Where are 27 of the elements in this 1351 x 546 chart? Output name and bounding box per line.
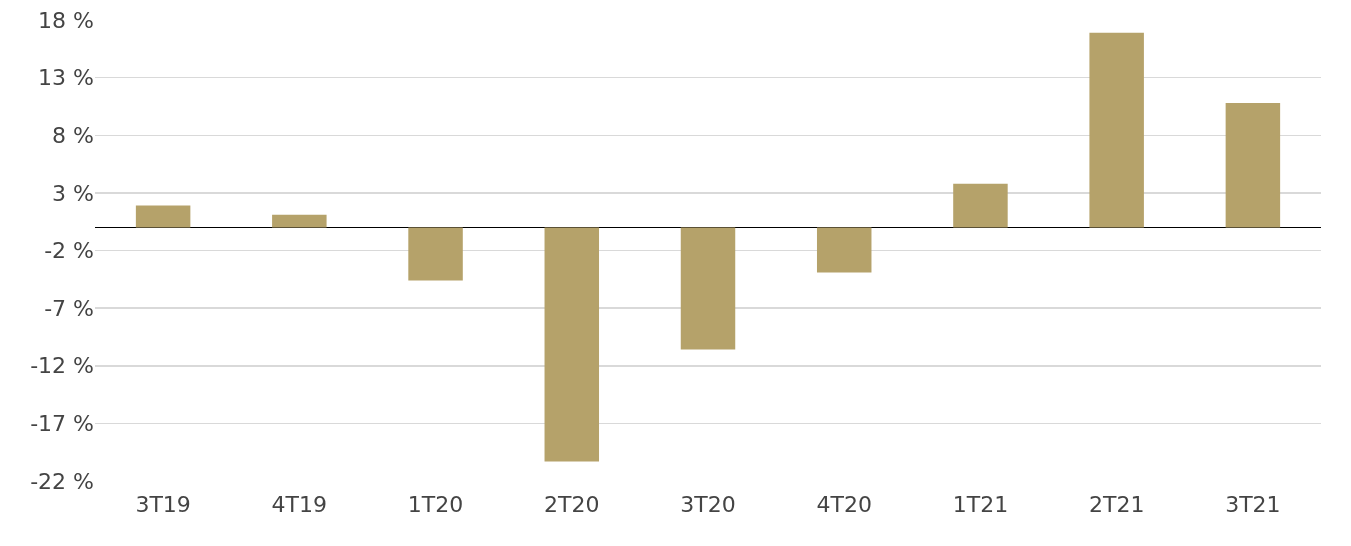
y-tick-label: 18 %: [38, 7, 94, 33]
bar: [272, 214, 327, 228]
y-tick-label: 13 %: [38, 65, 94, 91]
y-tick-label: -12 %: [30, 353, 94, 379]
bar: [816, 227, 872, 273]
x-tick-label: 3T20: [680, 492, 736, 517]
bar: [544, 227, 600, 462]
x-tick-label: 2T20: [544, 492, 600, 517]
x-tick-label: 3T21: [1225, 492, 1281, 517]
x-tick-label: 1T20: [407, 492, 464, 517]
bar: [408, 227, 463, 281]
x-tick-label: 1T21: [952, 492, 1009, 517]
bar: [1225, 102, 1281, 228]
y-tick-label: -7 %: [44, 295, 94, 321]
x-tick-label: 4T20: [816, 492, 872, 517]
x-tick-label: 4T19: [271, 492, 328, 517]
bar: [953, 183, 1008, 228]
y-tick-label: -22 %: [30, 468, 94, 494]
y-tick-label: -2 %: [44, 238, 94, 264]
y-tick-label: 3 %: [52, 180, 94, 206]
y-tick-label: 8 %: [52, 122, 94, 148]
x-tick-label: 3T19: [135, 492, 191, 517]
x-tick-label: 2T21: [1088, 492, 1145, 517]
y-tick-label: -17 %: [30, 411, 94, 437]
bar: [680, 227, 736, 350]
bar: [135, 205, 191, 228]
bar: [1089, 32, 1144, 228]
